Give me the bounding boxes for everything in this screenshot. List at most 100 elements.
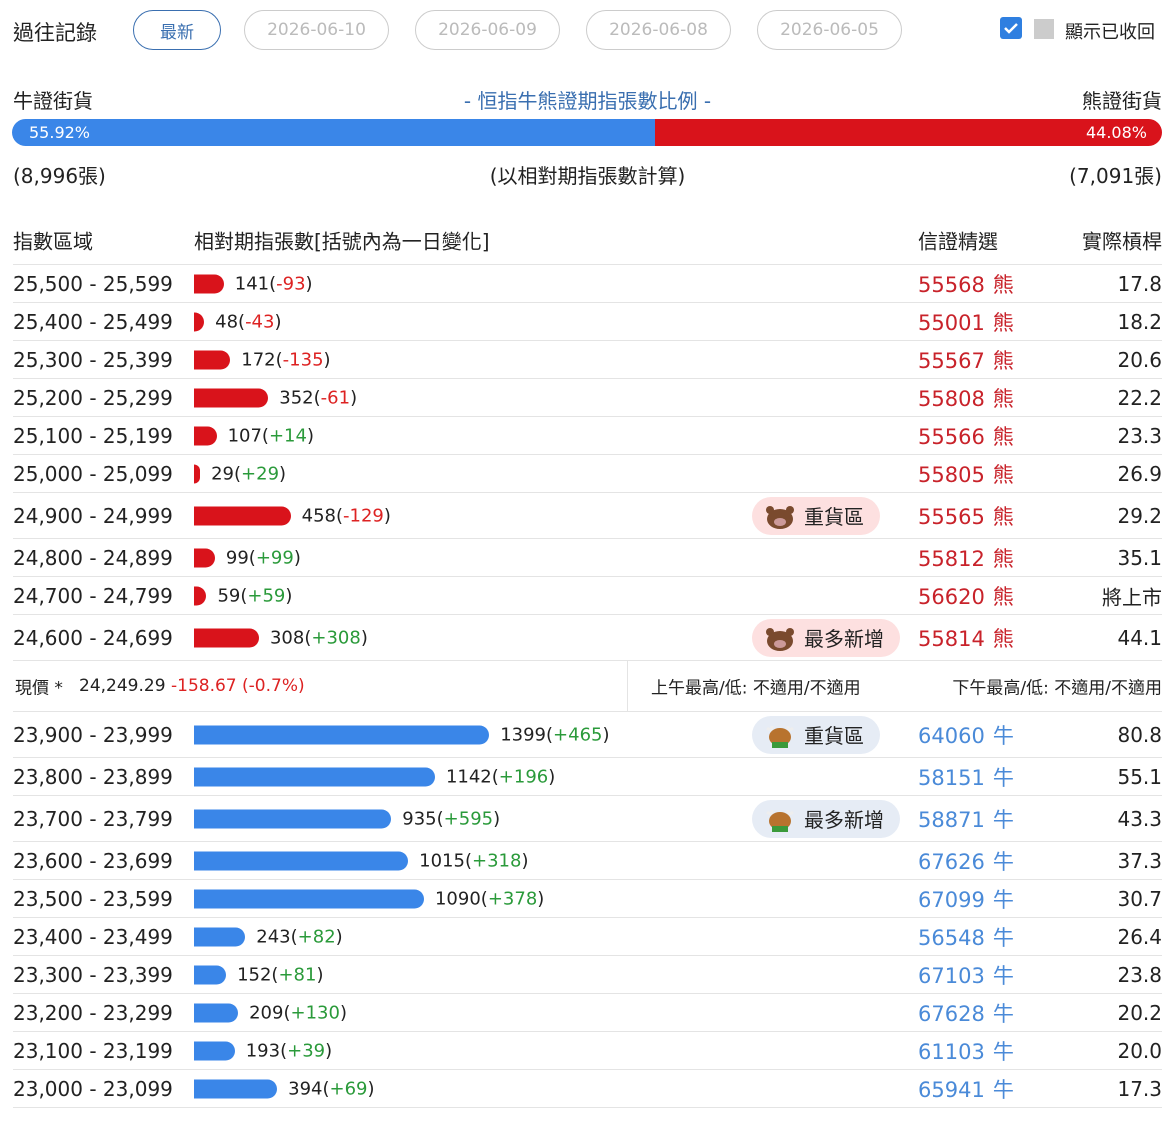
- tab[interactable]: 2026-06-08: [586, 10, 731, 50]
- warrant[interactable]: 55812 熊: [918, 543, 1014, 573]
- index-range: 23,600 - 23,699: [13, 848, 173, 873]
- warrant[interactable]: 67626 牛: [918, 846, 1014, 876]
- count-value: 172: [241, 349, 276, 370]
- warrant[interactable]: 55001 熊: [918, 307, 1014, 337]
- count-value: 99: [225, 547, 249, 568]
- warrant-kind: 熊: [992, 504, 1014, 529]
- table-row: 25,000 - 25,099 29+29 55805 熊 26.9: [13, 455, 1162, 493]
- table-row: 23,900 - 23,999 1399+465 重貨區 64060 牛 80.8: [13, 712, 1162, 758]
- count-value: 935: [402, 808, 437, 829]
- count-value: 1015: [419, 850, 465, 871]
- count-change: +595: [437, 808, 501, 829]
- price-row: 現價 * 24,249.29 -158.67 (-0.7%) 上午最高/低: 不…: [13, 661, 1162, 712]
- count-value: 141: [234, 273, 270, 294]
- tag: 重貨區: [804, 505, 864, 529]
- header-cell: 實際槓桿: [1082, 229, 1162, 253]
- warrant[interactable]: 55566 熊: [918, 421, 1014, 451]
- count-value: 308: [269, 627, 305, 648]
- count-bar: [194, 586, 207, 605]
- leverage: 44.1: [1117, 625, 1162, 650]
- count-change: -129: [336, 505, 391, 526]
- table-row: 23,300 - 23,399 152+81 67103 牛 23.8: [13, 956, 1162, 994]
- index-range: 23,400 - 23,499: [13, 924, 173, 949]
- index-range: 25,300 - 25,399: [13, 347, 173, 372]
- count-value: 243: [256, 926, 291, 947]
- count-value: 209: [249, 1002, 284, 1023]
- warrant[interactable]: 55568 熊: [918, 269, 1014, 299]
- bull-label: 牛證街貨: [13, 89, 93, 113]
- checkbox-checked[interactable]: [1000, 17, 1022, 39]
- warrant[interactable]: 58871 牛: [918, 804, 1014, 834]
- warrant[interactable]: 67103 牛: [918, 960, 1014, 990]
- warrant[interactable]: 64060 牛: [918, 720, 1014, 750]
- count-bar: [194, 1003, 239, 1022]
- warrant-code: 67628: [918, 1001, 985, 1026]
- show-recycled[interactable]: 顯示已收回: [1065, 22, 1155, 43]
- warrant[interactable]: 55565 熊: [918, 501, 1014, 531]
- count: 141-93: [235, 273, 313, 294]
- count: 1399+465: [500, 724, 609, 745]
- count-bar: [194, 548, 215, 567]
- warrant-kind: 牛: [992, 963, 1014, 988]
- table-row: 24,900 - 24,999 458-129 重貨區 55565 熊 29.2: [13, 493, 1162, 539]
- count-change: +81: [271, 964, 323, 985]
- count: 59+59: [217, 585, 292, 606]
- checkbox[interactable]: [1034, 19, 1054, 39]
- header-cell: 信證精選: [918, 229, 998, 253]
- count-bar: [194, 388, 269, 407]
- warrant[interactable]: 67628 牛: [918, 998, 1014, 1028]
- leverage: 23.3: [1117, 423, 1162, 448]
- ratio-title: - 恒指牛熊證期指張數比例 -: [463, 89, 712, 113]
- warrant-code: 56620: [918, 584, 985, 609]
- warrant-kind: 牛: [992, 925, 1014, 950]
- warrant[interactable]: 58151 牛: [918, 762, 1014, 792]
- warrant-code: 55566: [918, 424, 985, 449]
- count-change: +39: [280, 1040, 332, 1061]
- warrant-kind: 牛: [992, 887, 1014, 912]
- warrant[interactable]: 55814 熊: [918, 623, 1014, 653]
- count: 152+81: [237, 964, 323, 985]
- count: 243+82: [256, 926, 342, 947]
- count-change: +130: [283, 1002, 347, 1023]
- count-value: 193: [245, 1040, 281, 1061]
- warrant[interactable]: 55567 熊: [918, 345, 1014, 375]
- leverage: 將上市: [1102, 585, 1162, 609]
- tab[interactable]: 2026-06-10: [244, 10, 389, 50]
- count: 935+595: [402, 808, 500, 829]
- warrant-kind: 牛: [992, 723, 1014, 748]
- warrant-kind: 牛: [992, 1077, 1014, 1102]
- leverage: 17.8: [1117, 271, 1162, 296]
- warrant[interactable]: 56548 牛: [918, 922, 1014, 952]
- tab[interactable]: 2026-06-09: [415, 10, 560, 50]
- count-value: 458: [301, 505, 336, 526]
- count-bar: [194, 464, 201, 483]
- table-row: 23,500 - 23,599 1090+378 67099 牛 30.7: [13, 880, 1162, 918]
- tag-pill: 最多新增: [752, 618, 900, 657]
- count-change: -61: [314, 387, 357, 408]
- index-range: 23,500 - 23,599: [13, 886, 173, 911]
- count-change: -43: [238, 311, 281, 332]
- warrant[interactable]: 65941 牛: [918, 1074, 1014, 1104]
- warrant-kind: 熊: [992, 386, 1014, 411]
- warrant[interactable]: 55808 熊: [918, 383, 1014, 413]
- count: 1015+318: [419, 850, 528, 871]
- index-range: 23,100 - 23,199: [13, 1038, 173, 1063]
- warrant-code: 55814: [918, 626, 985, 651]
- bear-label: 熊證街貨: [1082, 89, 1162, 113]
- count-bar: [194, 426, 217, 445]
- warrant-kind: 熊: [992, 348, 1014, 373]
- tab[interactable]: 2026-06-05: [757, 10, 902, 50]
- table-row: 25,200 - 25,299 352-61 55808 熊 22.2: [13, 379, 1162, 417]
- warrant[interactable]: 67099 牛: [918, 884, 1014, 914]
- tag: 最多新增: [804, 627, 884, 651]
- count: 172-135: [241, 349, 330, 370]
- warrant[interactable]: 55805 熊: [918, 459, 1014, 489]
- warrant[interactable]: 61103 牛: [918, 1036, 1014, 1066]
- tag-pill: 重貨區: [752, 496, 880, 535]
- warrant-code: 55568: [918, 272, 985, 297]
- leverage: 17.3: [1117, 1076, 1162, 1101]
- ratio-bar: 55.92% 44.08%: [12, 119, 1162, 146]
- warrant[interactable]: 56620 熊: [918, 581, 1014, 611]
- tab[interactable]: 最新: [133, 10, 221, 50]
